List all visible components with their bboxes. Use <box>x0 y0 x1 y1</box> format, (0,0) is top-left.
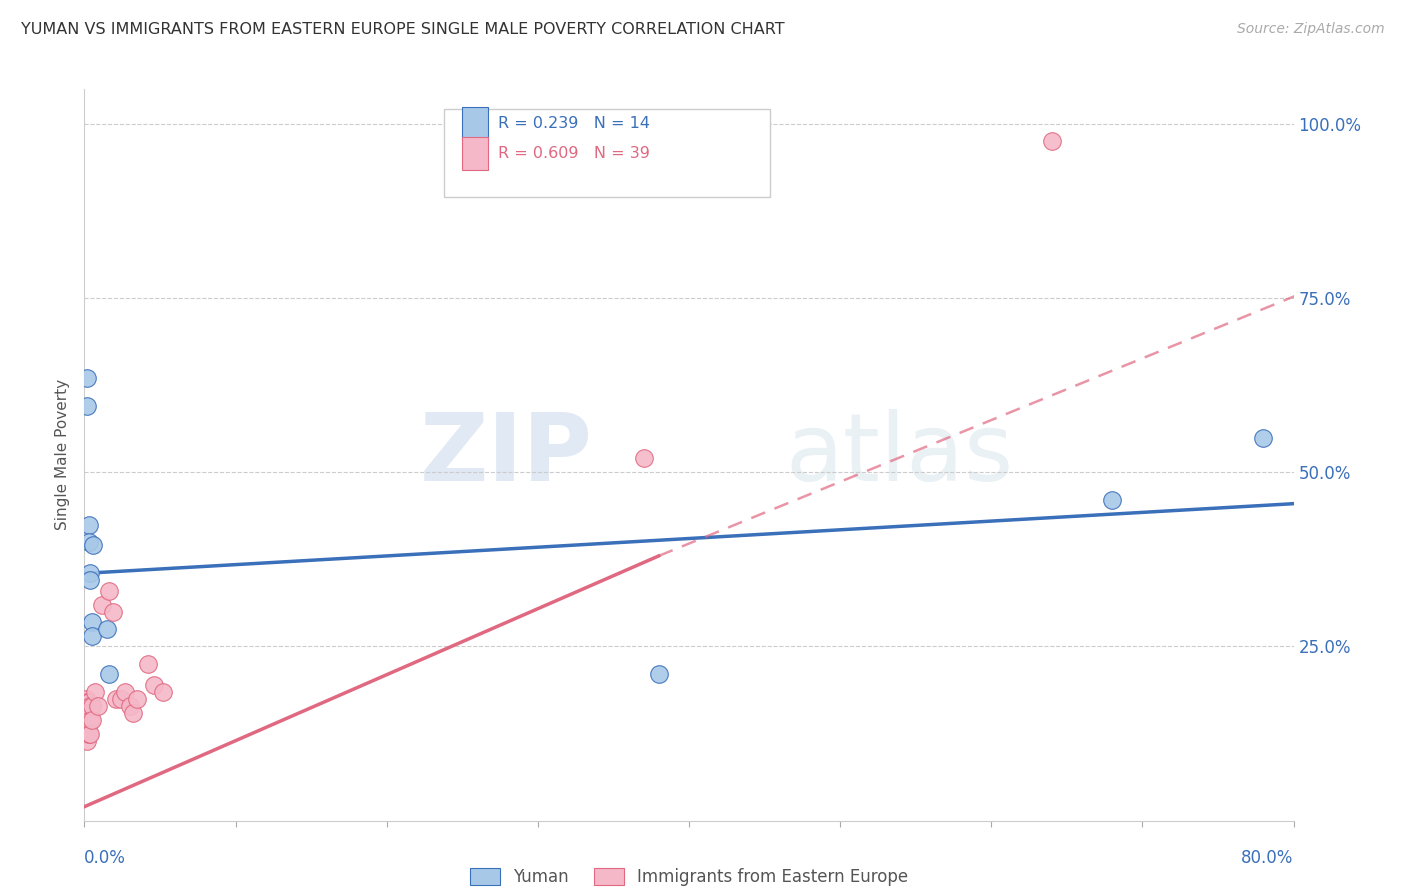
Point <box>87 698 110 713</box>
Point <box>84 685 107 699</box>
Point <box>1101 493 1123 508</box>
Point <box>79 726 101 740</box>
Y-axis label: Single Male Poverty: Single Male Poverty <box>55 379 70 531</box>
Point <box>77 517 100 532</box>
Text: YUMAN VS IMMIGRANTS FROM EASTERN EUROPE SINGLE MALE POVERTY CORRELATION CHART: YUMAN VS IMMIGRANTS FROM EASTERN EUROPE … <box>21 22 785 37</box>
Point <box>77 702 100 716</box>
Point <box>142 678 165 692</box>
Point <box>136 657 159 671</box>
Point <box>76 371 98 385</box>
Text: 0.0%: 0.0% <box>84 848 127 866</box>
Point <box>152 685 174 699</box>
Point <box>79 698 101 713</box>
Point <box>75 720 97 734</box>
Legend: Yuman, Immigrants from Eastern Europe: Yuman, Immigrants from Eastern Europe <box>463 862 915 892</box>
Point <box>77 535 100 549</box>
Point <box>76 695 98 709</box>
Point <box>75 713 97 727</box>
Text: ZIP: ZIP <box>419 409 592 501</box>
Point <box>1251 430 1274 444</box>
Point <box>127 691 149 706</box>
Point <box>97 667 120 681</box>
Point <box>114 685 136 699</box>
Point <box>80 629 103 643</box>
Text: R = 0.239   N = 14: R = 0.239 N = 14 <box>498 117 650 131</box>
Point <box>79 713 101 727</box>
Point <box>75 698 97 713</box>
Point <box>80 615 103 629</box>
Text: atlas: atlas <box>786 409 1014 501</box>
Point <box>79 574 101 588</box>
Point <box>118 698 141 713</box>
Point <box>121 706 143 720</box>
Point <box>77 709 100 723</box>
Text: R = 0.609   N = 39: R = 0.609 N = 39 <box>498 145 650 161</box>
Text: Source: ZipAtlas.com: Source: ZipAtlas.com <box>1237 22 1385 37</box>
Point <box>79 566 101 581</box>
Point <box>76 399 98 413</box>
Point <box>75 706 97 720</box>
Point <box>101 605 124 619</box>
Point <box>77 716 100 731</box>
Point <box>647 667 671 681</box>
Point <box>76 709 98 723</box>
Point <box>105 691 128 706</box>
Point <box>76 733 98 747</box>
Point <box>77 726 100 740</box>
Point <box>110 691 132 706</box>
Point <box>76 702 98 716</box>
Point <box>80 713 103 727</box>
Point <box>75 726 97 740</box>
Point <box>1040 135 1063 149</box>
Point <box>75 691 97 706</box>
Text: 80.0%: 80.0% <box>1241 848 1294 866</box>
Point <box>76 723 98 737</box>
Point <box>97 583 120 598</box>
Point <box>77 695 100 709</box>
Point <box>96 622 118 636</box>
Point <box>91 598 114 612</box>
Point <box>79 706 101 720</box>
Point <box>76 716 98 731</box>
Point <box>80 698 103 713</box>
Point <box>633 451 655 466</box>
Point <box>82 539 104 553</box>
